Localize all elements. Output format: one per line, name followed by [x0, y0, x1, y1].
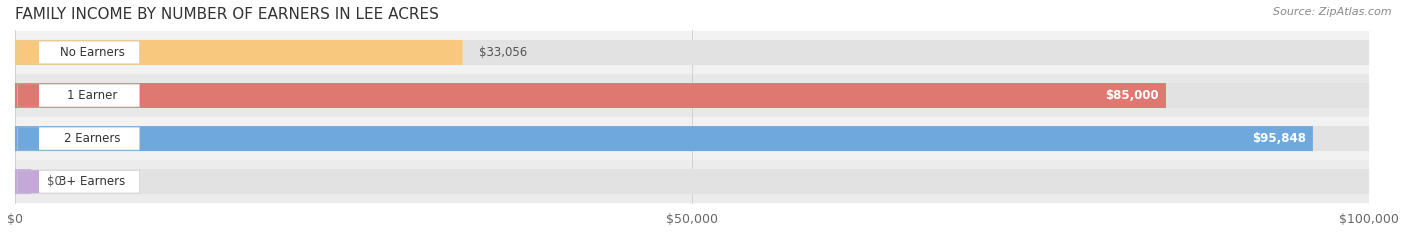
FancyBboxPatch shape: [15, 74, 1369, 117]
FancyBboxPatch shape: [18, 127, 39, 150]
FancyBboxPatch shape: [15, 117, 1369, 160]
FancyBboxPatch shape: [15, 169, 31, 194]
FancyBboxPatch shape: [18, 170, 139, 193]
FancyBboxPatch shape: [15, 126, 1313, 151]
Text: 2 Earners: 2 Earners: [63, 132, 121, 145]
Text: Source: ZipAtlas.com: Source: ZipAtlas.com: [1274, 7, 1392, 17]
Text: 3+ Earners: 3+ Earners: [59, 175, 125, 188]
FancyBboxPatch shape: [18, 84, 139, 107]
FancyBboxPatch shape: [15, 31, 1369, 74]
Text: No Earners: No Earners: [59, 46, 125, 59]
FancyBboxPatch shape: [15, 83, 1369, 108]
FancyBboxPatch shape: [15, 160, 1369, 203]
Text: $33,056: $33,056: [479, 46, 527, 59]
Text: $0: $0: [48, 175, 62, 188]
FancyBboxPatch shape: [15, 40, 463, 65]
FancyBboxPatch shape: [15, 169, 1369, 194]
FancyBboxPatch shape: [18, 127, 139, 150]
FancyBboxPatch shape: [15, 126, 1369, 151]
Text: FAMILY INCOME BY NUMBER OF EARNERS IN LEE ACRES: FAMILY INCOME BY NUMBER OF EARNERS IN LE…: [15, 7, 439, 22]
FancyBboxPatch shape: [18, 41, 139, 64]
FancyBboxPatch shape: [18, 170, 39, 193]
FancyBboxPatch shape: [15, 40, 1369, 65]
FancyBboxPatch shape: [18, 84, 39, 107]
FancyBboxPatch shape: [15, 83, 1166, 108]
FancyBboxPatch shape: [18, 41, 39, 64]
Text: $95,848: $95,848: [1253, 132, 1306, 145]
Text: $85,000: $85,000: [1105, 89, 1159, 102]
Text: 1 Earner: 1 Earner: [67, 89, 117, 102]
